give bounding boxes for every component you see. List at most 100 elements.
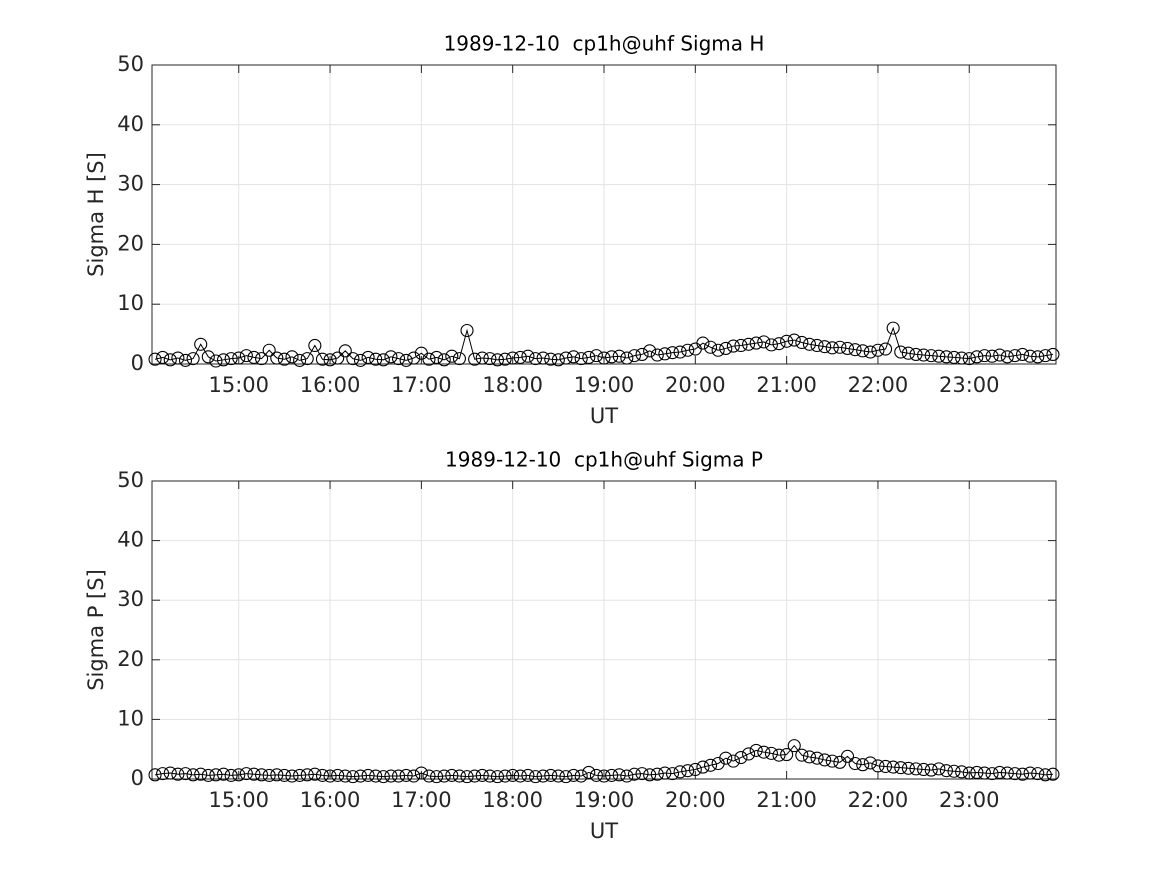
data-point (939, 764, 953, 778)
data-point (171, 351, 185, 365)
x-tick-label: 23:00 (939, 373, 1000, 397)
x-tick-label: 15:00 (208, 788, 269, 812)
data-point (369, 769, 383, 783)
data-point (780, 748, 794, 762)
data-point (323, 769, 337, 783)
data-point (209, 354, 223, 368)
data-point (1008, 767, 1022, 781)
data-point (757, 335, 771, 349)
data-point (163, 766, 177, 780)
data-point (285, 769, 299, 783)
data-point (498, 769, 512, 783)
data-point (452, 769, 466, 783)
data-point (156, 350, 170, 364)
data-point (338, 344, 352, 358)
data-point (216, 353, 231, 367)
data-point (513, 769, 527, 783)
data-point (886, 321, 900, 335)
data-point (863, 756, 877, 770)
data-point (300, 352, 314, 366)
data-point (985, 767, 999, 781)
data-point (605, 350, 619, 364)
data-point (886, 760, 900, 774)
data-point (194, 767, 208, 781)
data-point (673, 345, 687, 359)
y-axis-label: Sigma P [S] (84, 569, 108, 691)
data-point (285, 350, 299, 364)
data-point (1015, 347, 1030, 361)
data-point (384, 350, 398, 364)
data-point (901, 761, 915, 775)
data-point (1038, 349, 1052, 363)
data-point (262, 768, 276, 782)
data-point (764, 746, 778, 760)
data-point (353, 769, 368, 783)
data-point (726, 339, 740, 353)
data-point (742, 747, 756, 761)
data-point (270, 768, 284, 782)
chart-title: 1989-12-10 cp1h@uhf Sigma P (445, 448, 763, 472)
data-point (901, 346, 915, 360)
data-point (757, 745, 771, 759)
data-point (977, 349, 992, 363)
data-point (559, 351, 573, 365)
data-point (643, 768, 657, 782)
data-point (650, 348, 664, 362)
data-point (171, 767, 185, 781)
data-point (148, 768, 162, 782)
data-point (871, 759, 885, 773)
data-point (863, 345, 877, 359)
data-point (315, 352, 330, 366)
data-point (513, 350, 527, 364)
data-point (993, 765, 1007, 779)
data-point (384, 769, 398, 783)
data-point (726, 754, 740, 768)
data-point (528, 770, 543, 784)
data-point (840, 749, 855, 763)
data-point (909, 347, 923, 361)
data-point (506, 768, 520, 782)
data-point (673, 765, 687, 779)
x-tick-label: 16:00 (300, 788, 361, 812)
data-point (331, 768, 345, 782)
data-point (414, 766, 428, 780)
x-tick-label: 17:00 (391, 373, 452, 397)
data-point (201, 768, 215, 782)
data-point (156, 767, 170, 781)
data-point (391, 769, 406, 783)
data-point (871, 343, 885, 357)
data-point (315, 768, 330, 782)
data-point (1046, 347, 1060, 361)
data-point (917, 348, 931, 362)
data-point (255, 768, 269, 782)
data-point (658, 347, 672, 361)
data-point (658, 766, 672, 780)
data-point (437, 769, 451, 783)
x-tick-label: 17:00 (391, 788, 452, 812)
x-tick-label: 21:00 (756, 788, 817, 812)
data-point (232, 768, 246, 782)
data-point (201, 350, 215, 364)
data-point (612, 768, 626, 782)
data-point (224, 768, 238, 782)
data-point (711, 343, 725, 357)
data-point (178, 767, 193, 781)
data-point (399, 353, 413, 367)
y-axis-label: Sigma H [S] (84, 152, 108, 277)
data-point (430, 350, 444, 364)
data-point (962, 766, 976, 780)
x-tick-label: 23:00 (939, 788, 1000, 812)
data-point (955, 351, 969, 365)
data-point (749, 336, 763, 350)
data-point (490, 770, 505, 784)
data-point (947, 764, 961, 778)
data-point (536, 769, 550, 783)
data-point (1023, 349, 1037, 363)
data-point (955, 765, 969, 779)
data-point (186, 768, 200, 782)
data-point (917, 762, 931, 777)
data-point (277, 768, 291, 782)
data-point (422, 352, 436, 366)
data-point (635, 767, 649, 781)
